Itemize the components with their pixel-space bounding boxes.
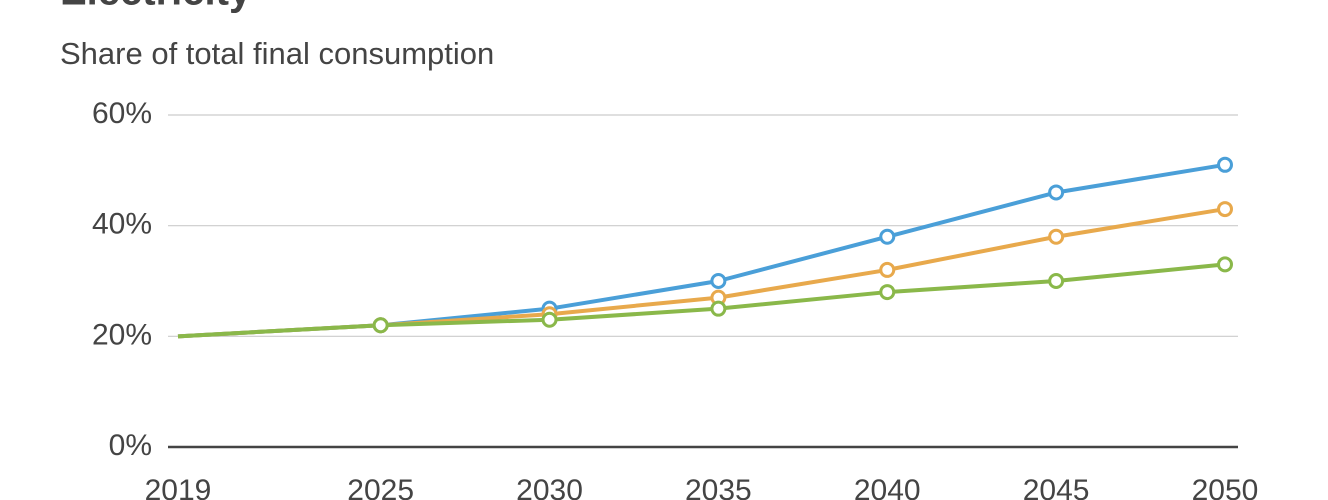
point-marker	[879, 284, 896, 301]
chart-title: Electricity	[60, 0, 252, 14]
y-tick-label: 40%	[92, 208, 152, 241]
point-marker	[1048, 228, 1065, 245]
x-tick-label: 2019	[145, 474, 212, 500]
point-marker	[1048, 273, 1065, 289]
point-marker	[879, 228, 896, 245]
x-tick-label: 2025	[347, 474, 414, 500]
x-tick-label: 2035	[685, 474, 752, 500]
point-marker	[372, 317, 389, 334]
point-marker	[1217, 156, 1233, 173]
x-tick-label: 2045	[1023, 474, 1090, 500]
x-tick-label: 2030	[516, 474, 583, 500]
point-marker	[710, 300, 727, 317]
point-marker	[541, 311, 558, 328]
point-marker	[1217, 201, 1233, 218]
y-tick-label: 60%	[92, 97, 152, 130]
series-line	[177, 207, 1226, 339]
x-tick-label: 2040	[854, 474, 921, 500]
point-marker	[710, 273, 727, 289]
point-marker	[879, 261, 896, 278]
point-marker	[1048, 184, 1065, 201]
point-marker	[1217, 256, 1233, 273]
x-tick-label: 2050	[1192, 474, 1259, 500]
y-tick-label: 0%	[109, 429, 152, 462]
y-tick-label: 20%	[92, 318, 152, 351]
chart-subtitle: Share of total final consumption	[60, 36, 494, 71]
